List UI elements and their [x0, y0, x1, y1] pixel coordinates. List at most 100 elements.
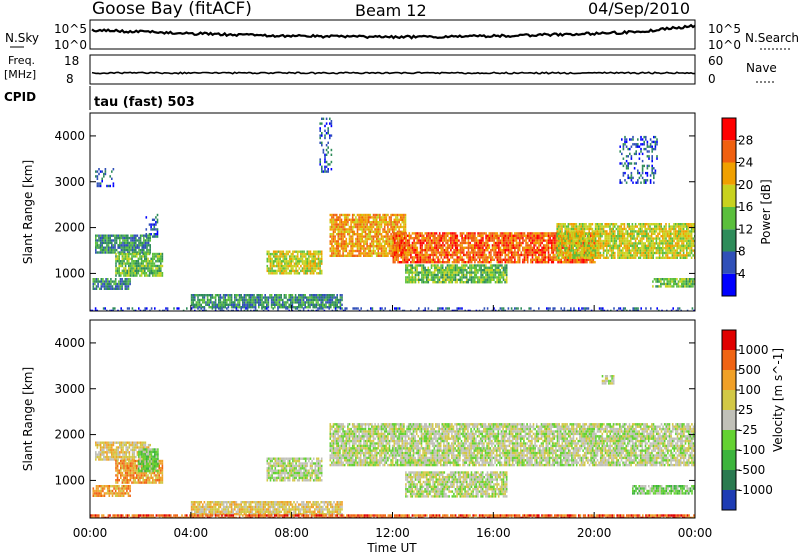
power-cell: [652, 239, 654, 243]
power-cell: [269, 296, 271, 299]
power-cell: [387, 235, 389, 238]
power-cell: [583, 237, 586, 240]
power-cell: [563, 258, 566, 261]
power-cell: [202, 306, 204, 309]
power-cell: [588, 227, 590, 231]
power-cell: [443, 249, 446, 252]
power-cell: [580, 237, 582, 240]
power-cell: [150, 233, 152, 236]
power-cell: [103, 285, 106, 288]
power-cell: [644, 227, 646, 231]
power-cell: [494, 276, 497, 279]
power-cell: [395, 223, 397, 226]
power-cell: [626, 232, 629, 235]
power-cell: [339, 242, 341, 245]
power-cell: [345, 228, 348, 231]
power-cell: [462, 273, 465, 277]
power-cell: [248, 294, 250, 297]
power-cell: [654, 230, 656, 233]
power-cell: [279, 264, 281, 268]
power-cell: [99, 251, 102, 254]
power-cell: [283, 296, 286, 299]
power-cell: [147, 274, 149, 277]
power-cell: [387, 230, 389, 233]
power-cell: [351, 249, 354, 253]
power-cell: [657, 223, 659, 226]
power-cell: [264, 301, 266, 304]
power-cell: [214, 294, 217, 297]
power-cell: [530, 249, 532, 252]
power-cell: [658, 247, 661, 250]
power-cell: [443, 237, 446, 240]
power-cell: [591, 254, 594, 257]
power-cell: [580, 251, 582, 255]
power-cell: [342, 252, 344, 255]
power-cell: [458, 258, 460, 261]
power-cell: [644, 249, 646, 252]
power-cell: [486, 256, 489, 259]
power-cell: [98, 287, 101, 290]
power-cell: [160, 267, 162, 270]
power-cell: [148, 252, 151, 256]
power-cell: [592, 241, 595, 245]
power-cell: [480, 246, 483, 249]
power-cell: [156, 228, 159, 231]
power-cell: [102, 278, 104, 281]
power-cell: [353, 213, 356, 217]
power-cell: [282, 252, 285, 256]
power-cell: [319, 257, 321, 261]
power-cell: [383, 247, 386, 250]
power-cell: [523, 234, 526, 237]
power-cell: [469, 241, 471, 245]
power-cell: [501, 276, 503, 279]
power-cell: [140, 274, 143, 277]
power-cell: [406, 246, 409, 249]
power-cell: [445, 276, 447, 279]
power-cell: [567, 227, 570, 231]
power-cell: [478, 251, 481, 254]
power-cell: [248, 296, 250, 299]
power-cell: [531, 258, 534, 261]
power-cell: [440, 281, 442, 284]
power-cell: [502, 278, 505, 281]
power-cell: [131, 257, 133, 260]
power-cell: [147, 251, 150, 254]
power-cell: [668, 230, 670, 233]
power-cell: [113, 287, 115, 290]
power-cell: [654, 242, 656, 245]
power-cell: [530, 234, 532, 237]
power-cell: [155, 274, 157, 277]
power-cell: [610, 254, 613, 257]
power-cell: [292, 255, 294, 258]
power-cell: [438, 258, 441, 261]
power-cell: [332, 237, 335, 241]
power-cell: [296, 262, 299, 265]
power-cell: [432, 241, 435, 245]
power-cell: [641, 251, 643, 255]
power-cell: [140, 257, 143, 260]
power-cell: [673, 230, 675, 233]
power-cell: [421, 278, 423, 281]
power-cell: [404, 247, 407, 250]
power-cell: [682, 230, 685, 233]
power-cell: [673, 237, 675, 240]
power-cell: [449, 269, 452, 272]
power-cell: [308, 252, 310, 256]
power-cell: [400, 234, 403, 237]
power-cell: [475, 258, 478, 261]
power-cell: [105, 287, 107, 290]
power-cell: [598, 244, 600, 247]
power-cell: [371, 221, 373, 224]
power-cell: [413, 276, 415, 279]
power-cell: [285, 262, 288, 265]
power-cell: [578, 242, 581, 245]
power-cell: [630, 244, 632, 247]
power-cell: [505, 264, 508, 267]
power-cell: [606, 237, 608, 240]
power-cell: [337, 218, 340, 221]
power-cell: [345, 240, 348, 243]
power-cell: [115, 269, 117, 272]
power-cell: [213, 303, 215, 306]
power-cell: [311, 252, 313, 256]
power-cell: [156, 255, 159, 258]
